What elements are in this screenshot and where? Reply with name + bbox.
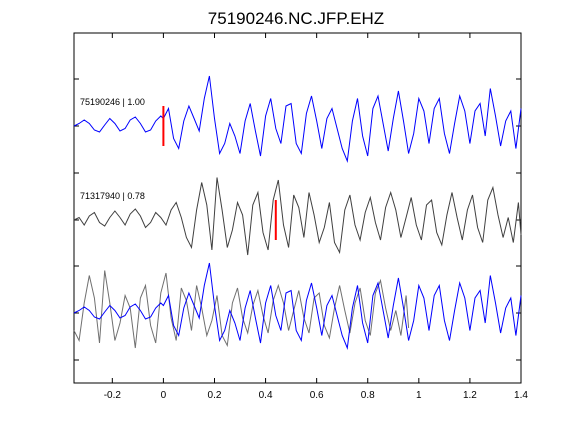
plot-frame [73, 32, 522, 384]
x-tick-label: 0.4 [259, 390, 273, 401]
chart-title: 75190246.NC.JFP.EHZ [208, 9, 384, 28]
overlay-trace-2 [73, 270, 410, 349]
trace-label-1: 75190246 | 1.00 [80, 97, 145, 107]
x-tick-label: 0.6 [310, 390, 324, 401]
x-tick-label: -0.2 [104, 390, 122, 401]
x-axis: -0.2 0 0.2 0.4 0.6 0.8 1 1.2 1.4 [104, 33, 528, 401]
x-tick-label: 0.8 [361, 390, 375, 401]
overlay-trace-1 [73, 262, 522, 350]
trace-line-1 [73, 75, 522, 163]
x-tick-label: 0 [161, 390, 167, 401]
trace-line-2 [73, 177, 522, 256]
x-tick-label: 0.2 [208, 390, 222, 401]
y-tick-marks [74, 78, 521, 361]
x-tick-label: 1.2 [463, 390, 477, 401]
x-tick-label: 1.4 [514, 390, 528, 401]
traces: 75190246 | 1.00 71317940 | 0.78 [73, 75, 522, 350]
trace-label-2: 71317940 | 0.78 [80, 191, 145, 201]
x-tick-label: 1 [416, 390, 422, 401]
